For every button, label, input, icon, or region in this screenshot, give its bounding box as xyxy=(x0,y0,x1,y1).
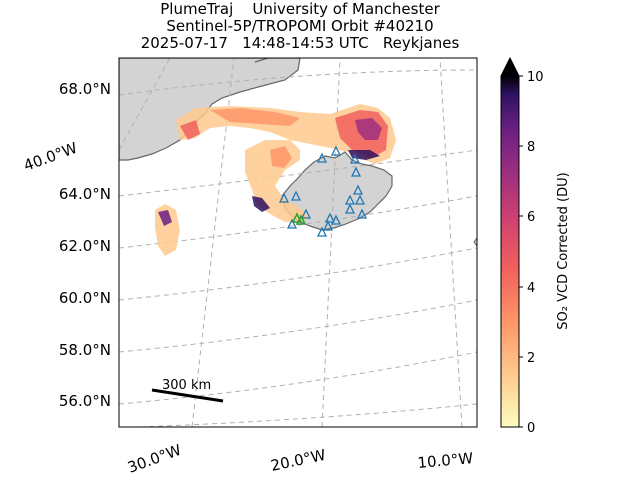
volcano-markers xyxy=(278,145,368,237)
source-vent-markers xyxy=(291,212,307,225)
map-frame xyxy=(118,57,478,428)
lon-label-20: 20.0°W xyxy=(269,446,327,475)
longitude-labels: 30.0°W 20.0°W 10.0°W xyxy=(125,441,474,477)
cb-tick-0: 0 xyxy=(527,421,535,436)
title-line-3: 2025-07-17 14:48-14:53 UTC Reykjanes xyxy=(140,34,460,52)
colorbar-gradient xyxy=(500,75,520,428)
lat-label-60: 60.0°N xyxy=(59,289,111,307)
map-area: 300 km xyxy=(119,58,477,427)
colorbar: 0 2 4 6 8 10 SO₂ VCD Corrected (DU) xyxy=(500,56,571,436)
latitude-labels: 68.0°N 64.0°N 62.0°N 60.0°N 58.0°N 56.0°… xyxy=(59,80,111,410)
iceland-land xyxy=(281,151,393,231)
lat-label-56: 56.0°N xyxy=(59,392,111,410)
lat-label-68: 68.0°N xyxy=(59,80,111,98)
cb-tick-2: 2 xyxy=(527,351,535,366)
scale-bar-label: 300 km xyxy=(162,378,211,393)
cb-tick-10: 10 xyxy=(527,70,544,85)
so2-plume xyxy=(155,104,396,256)
cb-tick-8: 8 xyxy=(527,140,535,155)
lat-label-62: 62.0°N xyxy=(59,237,111,255)
scale-bar xyxy=(151,388,224,403)
colorbar-label: SO₂ VCD Corrected (DU) xyxy=(556,172,571,329)
lat-label-64: 64.0°N xyxy=(59,185,111,203)
title-line-2: Sentinel-5P/TROPOMI Orbit #40210 xyxy=(166,17,434,35)
cb-tick-6: 6 xyxy=(527,210,535,225)
side-lon-label: 40.0°W xyxy=(21,139,80,175)
lat-label-58: 58.0°N xyxy=(59,341,111,359)
title-line-1: PlumeTraj University of Manchester xyxy=(160,0,440,18)
colorbar-extend-arrow xyxy=(500,56,520,77)
latitude-gridlines xyxy=(119,69,477,427)
cb-tick-4: 4 xyxy=(527,281,535,296)
lon-label-10: 10.0°W xyxy=(417,449,474,472)
lon-label-30: 30.0°W xyxy=(125,441,184,477)
